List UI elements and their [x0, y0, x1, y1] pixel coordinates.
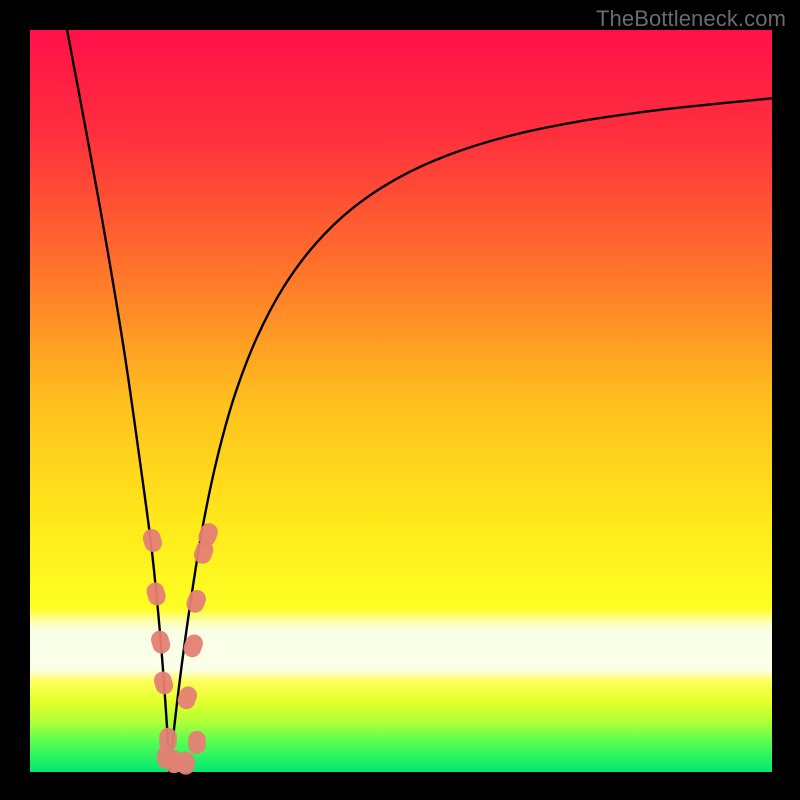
watermark-label: TheBottleneck.com: [596, 6, 786, 32]
data-marker: [177, 752, 195, 775]
chart-plot-bg: [30, 30, 772, 772]
bottleneck-chart: [0, 0, 800, 800]
data-marker: [188, 731, 206, 754]
